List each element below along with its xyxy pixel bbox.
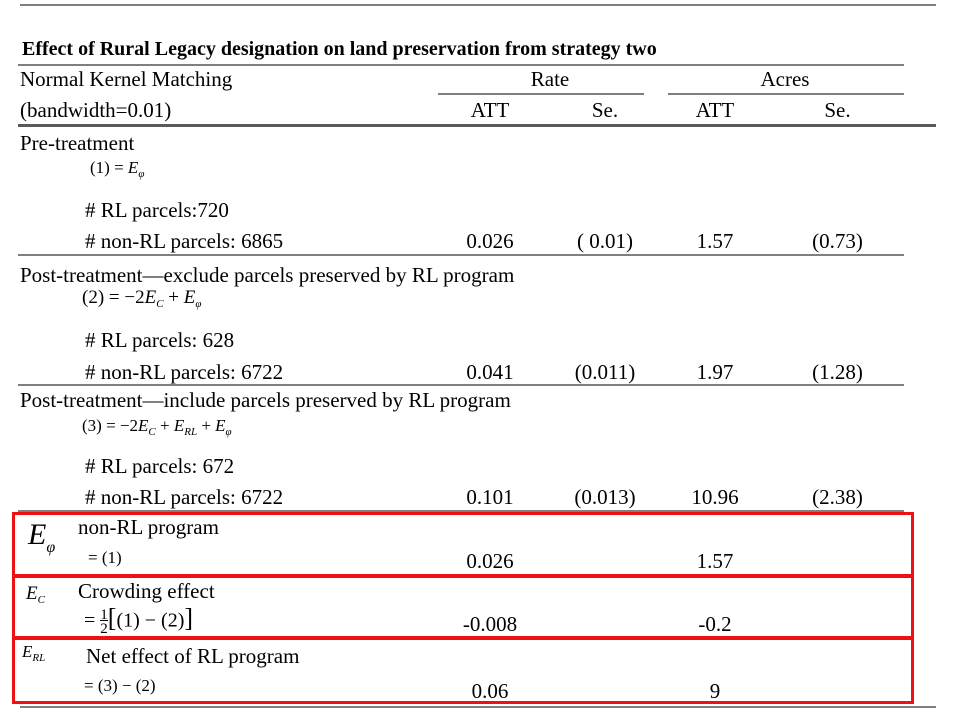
rate-se: (0.011)	[574, 360, 636, 384]
effect-label: Crowding effect	[78, 579, 215, 603]
rate-rule	[438, 93, 644, 95]
header-bandwidth: (bandwidth=0.01)	[20, 98, 172, 122]
equation-2: (2) = −2EC + Eφ	[82, 287, 202, 311]
top-rule	[20, 4, 936, 6]
effect-rate-att: 0.06	[471, 679, 509, 703]
acres-att: 1.97	[696, 360, 734, 384]
rate-att: 0.041	[466, 360, 514, 384]
effect-acres-att: 1.57	[696, 549, 734, 573]
rl-parcels: # RL parcels: 628	[85, 328, 235, 352]
rate-att: 0.026	[466, 229, 514, 253]
non-rl-parcels: # non-RL parcels: 6722	[85, 485, 284, 509]
header-acres-att: ATT	[695, 98, 735, 122]
section-rule	[18, 254, 904, 256]
header-rate: Rate	[530, 67, 570, 91]
header-rate-se: Se.	[591, 98, 619, 122]
effect-rate-att: -0.008	[462, 612, 518, 636]
acres-att: 10.96	[691, 485, 739, 509]
e-rl-symbol: ERL	[22, 642, 46, 664]
effect-rate-att: 0.026	[466, 549, 514, 573]
acres-se: (2.38)	[812, 485, 863, 509]
effect-formula: = 1 2[(1) − (2)]	[84, 603, 194, 637]
rate-att: 0.101	[466, 485, 514, 509]
effect-formula: = (1)	[88, 548, 122, 567]
effect-acres-att: 9	[709, 679, 721, 703]
title-rule	[18, 64, 904, 66]
rate-se: ( 0.01)	[577, 229, 633, 253]
acres-att: 1.57	[696, 229, 734, 253]
header-acres: Acres	[760, 67, 810, 91]
section-label: Pre-treatment	[20, 131, 135, 155]
equation-3: (3) = −2EC + ERL + Eφ	[82, 416, 232, 438]
header-method: Normal Kernel Matching	[20, 67, 233, 91]
effect-label: Net effect of RL program	[86, 644, 300, 668]
e-phi-symbol: Eφ	[28, 518, 56, 556]
table-title: Effect of Rural Legacy designation on la…	[22, 38, 657, 60]
e-c-symbol: EC	[26, 583, 45, 607]
section-label: Post-treatment—include parcels preserved…	[20, 388, 511, 412]
highlight-box-net-effect	[12, 636, 914, 704]
effect-formula: = (3) − (2)	[84, 676, 156, 695]
header-rule	[18, 124, 936, 127]
acres-se: (0.73)	[812, 229, 863, 253]
acres-se: (1.28)	[812, 360, 863, 384]
effect-label: non-RL program	[78, 515, 219, 539]
section-label: Post-treatment—exclude parcels preserved…	[20, 263, 515, 287]
section-rule	[18, 384, 904, 386]
non-rl-parcels: # non-RL parcels: 6865	[85, 229, 284, 253]
header-rate-att: ATT	[470, 98, 510, 122]
effect-acres-att: -0.2	[698, 612, 732, 636]
acres-rule	[668, 93, 904, 95]
section-rule	[18, 510, 904, 512]
equation-1: (1) = Eφ	[90, 158, 145, 180]
rl-parcels: # RL parcels: 672	[85, 454, 235, 478]
non-rl-parcels: # non-RL parcels: 6722	[85, 360, 284, 384]
rl-parcels: # RL parcels:720	[85, 198, 229, 222]
header-acres-se: Se.	[824, 98, 851, 122]
bottom-rule	[20, 706, 936, 708]
rate-se: (0.013)	[574, 485, 636, 509]
